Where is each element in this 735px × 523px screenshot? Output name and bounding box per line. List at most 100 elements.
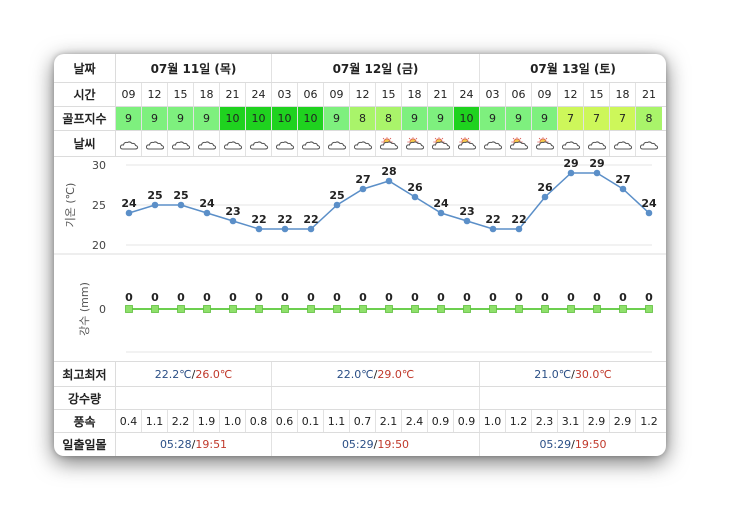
weather-cell [376,131,402,156]
golf-index-cell: 9 [324,107,350,130]
sun-cloud-icon [379,136,398,149]
weather-row: 날씨 [54,131,666,156]
weather-cell [402,131,428,156]
rain-data-label: 0 [177,291,185,304]
wind-speed-cell: 1.9 [194,410,220,432]
weather-cell [584,131,610,156]
weather-cell [454,131,480,156]
temp-data-label: 23 [225,205,240,218]
weather-cell [532,131,558,156]
sun-cloud-icon [431,136,450,149]
rain-data-label: 0 [619,291,627,304]
rain-point [255,305,263,313]
rain-data-label: 0 [541,291,549,304]
cloud-icon [561,140,580,149]
day-title-3: 07월 13일 (토) [530,61,616,76]
rain-point [619,305,627,313]
max-temp: 26.0℃ [195,367,233,381]
wind-speed-cell: 1.2 [506,410,532,432]
rain-data-label: 0 [255,291,263,304]
wind-speed-cell: 0.9 [454,410,480,432]
temperature-chart: 20 25 30 24 25 25 24 23 22 22 22 25 27 28 26 24 23 22 22 26… [92,157,657,252]
temp-point [229,217,237,225]
cloud-icon [171,140,190,149]
sun-row: 일출일몰 05:28/19:51 05:29/19:50 05:29/19:50 [54,433,666,456]
temp-point [567,169,575,177]
golf-index-cell: 9 [480,107,506,130]
rain-point [593,305,601,313]
golf-index-cell: 8 [350,107,376,130]
hour-cell: 06 [506,83,532,106]
temp-point [359,185,367,193]
temp-point [463,217,471,225]
rain-axis-label: 강수 (mm) [78,282,91,336]
rain-data-label: 0 [385,291,393,304]
cloud-icon [197,140,216,149]
hour-cell: 03 [272,83,298,106]
rain-point [307,305,315,313]
golf-index-cell: 10 [454,107,480,130]
hour-cell: 21 [220,83,246,106]
golf-index-cell: 9 [168,107,194,130]
temp-data-label: 24 [121,197,137,210]
temp-data-label: 24 [199,197,215,210]
wind-speed-cell: 2.3 [532,410,558,432]
hour-cell: 15 [376,83,402,106]
cloud-icon [223,140,242,149]
golf-index-cell: 8 [636,107,662,130]
weather-cell [298,131,324,156]
rain-data-label: 0 [645,291,653,304]
wind-speed-cell: 2.9 [584,410,610,432]
golf-index-cell: 7 [558,107,584,130]
temp-data-label: 27 [355,173,370,186]
rain-point [567,305,575,313]
golf-index-cell: 9 [402,107,428,130]
rain-data-label: 0 [411,291,419,304]
golf-index-cell: 9 [116,107,142,130]
temp-data-label: 25 [329,189,344,202]
temp-data-label: 24 [433,197,449,210]
temp-data-label: 22 [303,213,318,226]
wind-speed-cell: 0.6 [272,410,298,432]
golf-index-cell: 8 [376,107,402,130]
time-label: 시간 [54,83,116,106]
golf-index-cell: 10 [272,107,298,130]
weather-cell [220,131,246,156]
min-temp: 22.2℃ [154,367,192,381]
rain-point [177,305,185,313]
sun-cloud-icon [405,136,424,149]
weather-cell [246,131,272,156]
rain-data-label: 0 [515,291,523,304]
sun-label: 일출일몰 [54,433,116,456]
temp-point [333,201,341,209]
max-temp: 30.0℃ [574,367,612,381]
rain-point [229,305,237,313]
weather-cell [636,131,662,156]
weather-label: 날씨 [54,131,116,156]
day-title-2: 07월 12일 (금) [272,54,480,82]
wind-speed-cell: 2.9 [610,410,636,432]
rain-data-label: 0 [151,291,159,304]
weather-cell [350,131,376,156]
hour-cell: 12 [142,83,168,106]
hour-cell: 18 [402,83,428,106]
temp-point [619,185,627,193]
cloud-icon [275,140,294,149]
temp-tick-label: 30 [92,159,106,172]
golf-index-cell: 10 [220,107,246,130]
date-label: 날짜 [54,54,116,82]
rain-point [385,305,393,313]
wind-speed-cell: 1.2 [640,414,658,428]
temp-point [437,209,445,217]
rain-data-label: 0 [333,291,341,304]
rain-point [515,305,523,313]
temp-point [255,225,263,233]
golf-index-cell: 10 [298,107,324,130]
weather-cell [142,131,168,156]
weather-cell [194,131,220,156]
sunrise-time: 05:28 [159,438,192,451]
temp-tick-label: 20 [92,239,106,252]
hour-cell: 09 [116,83,142,106]
rain-point [151,305,159,313]
